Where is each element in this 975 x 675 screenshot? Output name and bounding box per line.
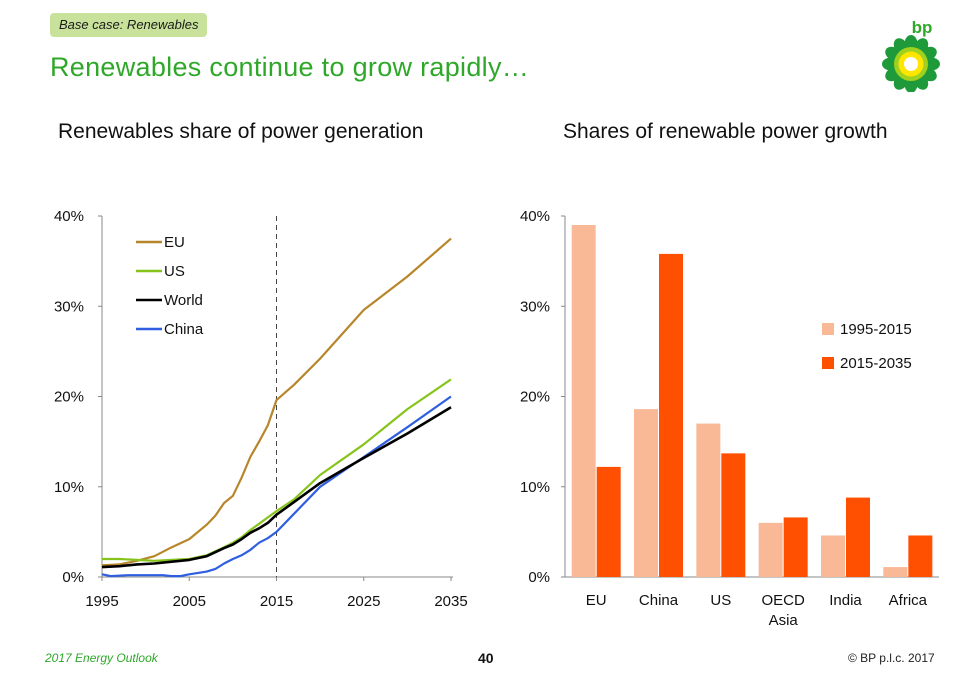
series-line-world — [101, 406, 452, 569]
bar-2015-2035-us — [721, 453, 746, 577]
y-tick-label: 30% — [520, 298, 550, 315]
y-tick-label: 10% — [520, 479, 550, 496]
series-line-us — [102, 378, 452, 562]
bar-1995-2015-africa — [883, 567, 908, 577]
bar-1995-2015-oecd-asia — [758, 522, 783, 577]
bar-1995-2015-india — [821, 535, 845, 577]
bp-logo-text: bp — [912, 18, 933, 37]
bar-2015-2035-india — [846, 497, 870, 577]
bar-1995-2015-eu — [571, 225, 596, 577]
legend-label-china: China — [164, 321, 204, 338]
y-tick-label: 0% — [62, 569, 84, 586]
right-chart-title: Shares of renewable power growth — [563, 120, 888, 143]
y-tick-label: 30% — [54, 298, 84, 315]
y-tick-label: 20% — [520, 389, 550, 406]
footer-report-name: 2017 Energy Outlook — [45, 651, 158, 665]
section-badge: Base case: Renewables — [50, 13, 208, 37]
x-tick-label-part: Asia — [769, 612, 799, 629]
y-tick-label: 10% — [54, 479, 84, 496]
x-tick-label: China — [639, 592, 679, 609]
x-tick-label: Africa — [889, 592, 928, 609]
y-tick-label: 40% — [520, 208, 550, 225]
x-tick-label: US — [710, 592, 731, 609]
y-tick-label: 40% — [54, 208, 84, 225]
x-tick-label: 2015 — [260, 593, 293, 610]
bar-1995-2015-china — [634, 409, 658, 577]
x-tick-label: India — [829, 592, 862, 609]
x-tick-label-part: OECD — [761, 592, 805, 609]
y-tick-label: 20% — [54, 389, 84, 406]
page-number: 40 — [478, 650, 494, 666]
copyright: © BP p.l.c. 2017 — [848, 651, 935, 665]
bp-logo: bp — [882, 18, 940, 92]
bar-1995-2015-us — [696, 423, 721, 577]
x-tick-label: 2025 — [347, 593, 380, 610]
legend-label-us: US — [164, 263, 185, 280]
x-tick-label: 2035 — [434, 593, 467, 610]
y-tick-label: 0% — [528, 569, 550, 586]
bar-2015-2035-china — [659, 253, 683, 577]
legend-swatch-1995-2015 — [822, 323, 834, 335]
series-line-eu — [101, 237, 452, 567]
legend-label-1995-2015: 1995-2015 — [840, 321, 912, 338]
legend-label-eu: EU — [164, 234, 185, 251]
bar-2015-2035-oecd-asia — [783, 517, 808, 577]
x-tick-label: EU — [586, 592, 607, 609]
legend-label-world: World — [164, 292, 203, 309]
left-chart-title: Renewables share of power generation — [58, 120, 424, 143]
legend-label-2015-2035: 2015-2035 — [840, 355, 912, 372]
bar-2015-2035-africa — [908, 535, 933, 577]
series-line-china — [101, 395, 452, 578]
x-tick-label: 1995 — [85, 593, 118, 610]
x-tick-label: 2005 — [173, 593, 206, 610]
page-title: Renewables continue to grow rapidly… — [50, 52, 530, 82]
legend-swatch-2015-2035 — [822, 357, 834, 369]
bar-2015-2035-eu — [596, 466, 621, 577]
x-tick-label: OECD Asia — [761, 592, 805, 629]
